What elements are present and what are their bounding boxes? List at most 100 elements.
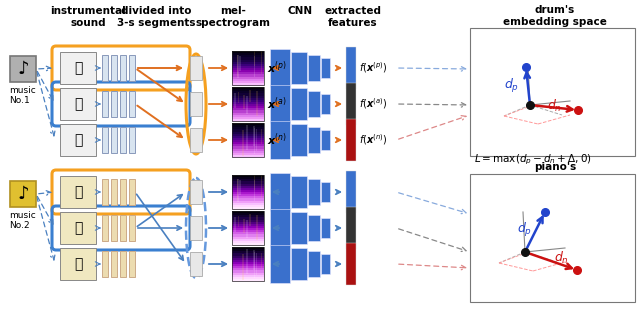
- Bar: [232, 251, 264, 254]
- Bar: [232, 51, 264, 53]
- Bar: [120, 215, 126, 241]
- Bar: [254, 56, 255, 77]
- Text: $\boldsymbol{x}^{(a)}$: $\boldsymbol{x}^{(a)}$: [267, 96, 287, 112]
- Bar: [232, 181, 264, 184]
- Bar: [232, 211, 264, 214]
- Bar: [232, 258, 264, 260]
- Bar: [232, 275, 264, 277]
- Bar: [232, 117, 264, 119]
- Bar: [232, 207, 264, 210]
- Bar: [232, 196, 264, 199]
- Bar: [232, 102, 264, 104]
- Bar: [232, 201, 264, 203]
- Bar: [291, 88, 307, 120]
- Bar: [120, 55, 126, 81]
- Bar: [232, 241, 264, 244]
- Bar: [243, 130, 244, 156]
- Bar: [60, 124, 96, 156]
- Bar: [261, 129, 262, 144]
- Bar: [308, 127, 320, 153]
- Bar: [111, 251, 117, 277]
- Text: divided into
3-s segments: divided into 3-s segments: [116, 6, 195, 28]
- Bar: [261, 253, 262, 268]
- Bar: [102, 91, 108, 117]
- Bar: [232, 106, 264, 109]
- Bar: [102, 251, 108, 277]
- Text: 🥁: 🥁: [74, 185, 82, 199]
- Bar: [232, 190, 264, 193]
- Bar: [232, 51, 264, 85]
- Bar: [232, 249, 264, 252]
- Text: $f(\boldsymbol{x}^{(a)})$: $f(\boldsymbol{x}^{(a)})$: [359, 97, 387, 111]
- Bar: [232, 59, 264, 62]
- Bar: [346, 207, 356, 249]
- Bar: [346, 243, 356, 285]
- Bar: [102, 55, 108, 81]
- Bar: [60, 176, 96, 208]
- Bar: [232, 132, 264, 134]
- Bar: [232, 220, 264, 222]
- Bar: [232, 213, 264, 216]
- Bar: [232, 77, 264, 79]
- Bar: [232, 272, 264, 275]
- Text: music
No.1: music No.1: [9, 86, 36, 105]
- Bar: [232, 134, 264, 136]
- Bar: [232, 236, 264, 239]
- Bar: [270, 121, 290, 159]
- Text: $L = \max(d_p - d_n + \Delta, 0)$: $L = \max(d_p - d_n + \Delta, 0)$: [474, 153, 592, 167]
- Bar: [232, 146, 264, 149]
- Text: 🥁: 🥁: [74, 61, 82, 75]
- Text: piano's
embedding space: piano's embedding space: [503, 162, 607, 183]
- Bar: [346, 171, 356, 213]
- Bar: [232, 268, 264, 271]
- Bar: [111, 91, 117, 117]
- Bar: [232, 87, 264, 121]
- Bar: [254, 175, 255, 190]
- Bar: [232, 183, 264, 186]
- Bar: [102, 179, 108, 205]
- Bar: [232, 198, 264, 201]
- Bar: [120, 251, 126, 277]
- Bar: [232, 211, 264, 245]
- Text: $d_n$: $d_n$: [554, 250, 568, 266]
- Bar: [232, 74, 264, 77]
- Bar: [190, 56, 202, 80]
- Bar: [253, 252, 255, 278]
- Bar: [308, 179, 320, 205]
- Bar: [232, 113, 264, 115]
- Bar: [253, 126, 255, 146]
- Bar: [270, 49, 290, 87]
- Bar: [190, 128, 202, 152]
- Bar: [232, 93, 264, 96]
- Bar: [232, 91, 264, 94]
- Bar: [232, 87, 264, 90]
- Bar: [232, 72, 264, 75]
- Bar: [129, 127, 135, 153]
- Bar: [232, 138, 264, 141]
- Bar: [232, 55, 264, 58]
- Bar: [232, 66, 264, 68]
- Bar: [232, 110, 264, 113]
- Bar: [253, 250, 255, 270]
- Bar: [237, 216, 239, 227]
- Bar: [232, 264, 264, 267]
- Bar: [246, 125, 248, 150]
- Bar: [321, 182, 330, 202]
- Bar: [10, 56, 36, 82]
- Bar: [253, 128, 255, 154]
- Bar: [237, 55, 238, 76]
- Bar: [232, 83, 264, 86]
- Bar: [232, 89, 264, 92]
- Bar: [232, 253, 264, 256]
- Bar: [291, 212, 307, 244]
- Bar: [256, 91, 258, 116]
- Bar: [190, 216, 202, 240]
- Bar: [270, 209, 290, 247]
- Bar: [190, 92, 202, 116]
- Bar: [232, 64, 264, 66]
- Bar: [232, 108, 264, 111]
- Bar: [232, 53, 264, 56]
- Bar: [232, 81, 264, 83]
- Bar: [291, 176, 307, 208]
- Bar: [260, 175, 262, 198]
